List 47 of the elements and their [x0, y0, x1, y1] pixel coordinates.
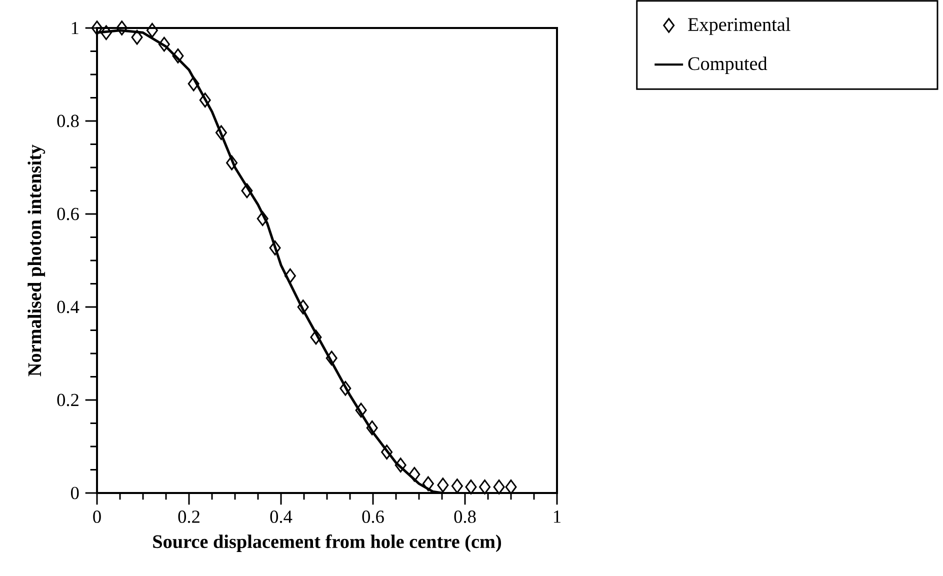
point [310, 330, 322, 345]
point [297, 300, 309, 314]
point [256, 211, 268, 226]
y-tick-label: 0.2 [57, 394, 78, 406]
x-tick-label: 0 [93, 510, 101, 523]
y-axis-title: Normalised photon intensity [28, 144, 46, 376]
legend-label: Computed [688, 56, 768, 74]
point [493, 480, 505, 494]
y-tick-label: 0.4 [57, 300, 80, 314]
y-tick-label: 0 [70, 486, 79, 500]
point [215, 125, 227, 140]
point [172, 48, 184, 64]
legend-label: Experimental [688, 18, 790, 35]
point [326, 350, 338, 366]
point [158, 36, 170, 52]
y-tick-label: 0.8 [57, 114, 79, 128]
y-tick-label: 1 [72, 22, 78, 34]
point [394, 458, 406, 473]
point [226, 155, 238, 170]
x-axis-title: Source displacement from hole centre (cm) [153, 534, 502, 552]
x-tick-label: 0.4 [270, 510, 292, 523]
x-tick-label: 0.8 [454, 510, 476, 523]
x-tick-label: 0.2 [178, 510, 200, 523]
x-tick-label: 1 [554, 510, 560, 523]
point [284, 268, 296, 284]
point [381, 444, 393, 460]
point [366, 420, 378, 436]
point [100, 25, 112, 40]
point [199, 92, 211, 108]
point [241, 183, 253, 198]
point [505, 480, 517, 494]
point [131, 30, 143, 45]
point [465, 480, 477, 494]
point [340, 380, 352, 396]
y-tick-label: 0.6 [57, 208, 79, 220]
point [146, 22, 158, 38]
point [91, 20, 103, 36]
x-tick-label: 0.6 [362, 510, 384, 523]
point [437, 478, 449, 492]
point [479, 480, 491, 494]
point [408, 466, 420, 482]
point [116, 20, 128, 36]
point [188, 76, 200, 92]
point [422, 476, 434, 492]
point [355, 402, 367, 418]
point [269, 240, 281, 256]
point [451, 478, 463, 494]
